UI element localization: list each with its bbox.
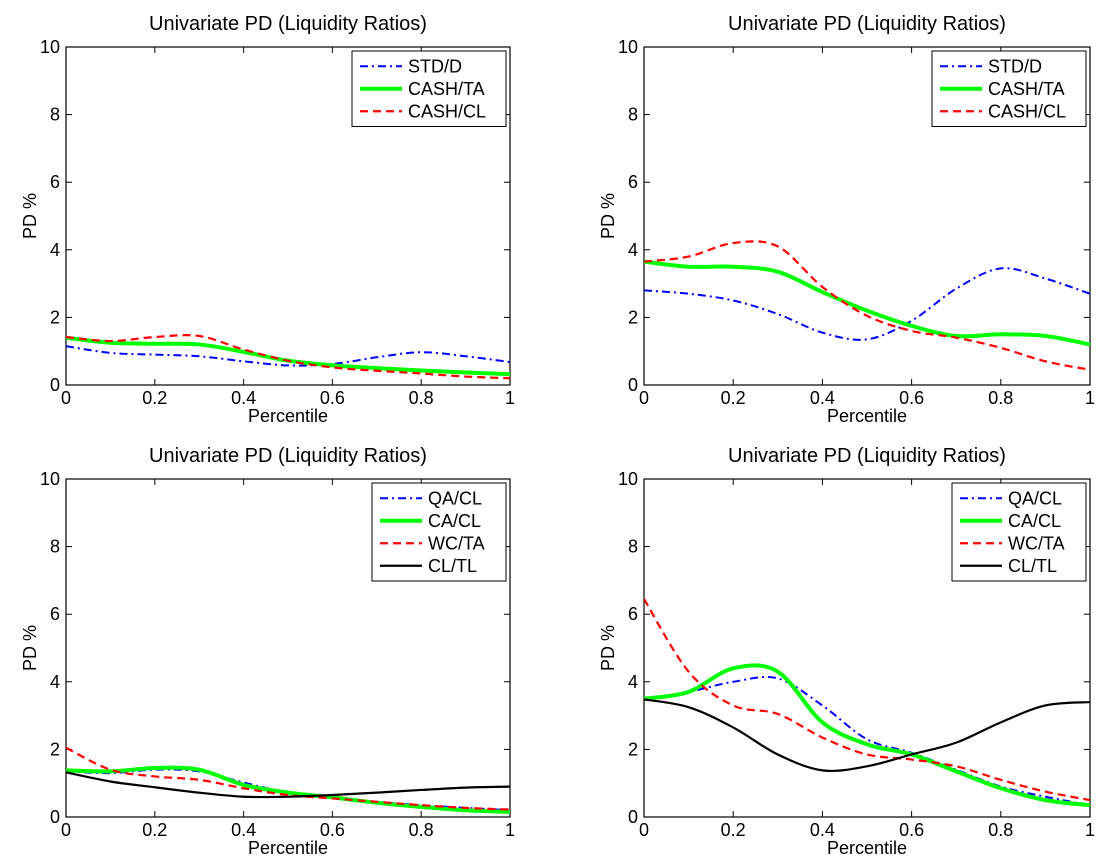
chart-title: Univariate PD (Liquidity Ratios) [728, 445, 1006, 467]
legend-entry: WC/TA [428, 533, 485, 553]
chart-title: Univariate PD (Liquidity Ratios) [149, 13, 427, 35]
y-tick-label: 4 [50, 240, 60, 260]
chart-title: Univariate PD (Liquidity Ratios) [149, 445, 427, 467]
legend-entry: CA/CL [1008, 511, 1061, 531]
legend-entry: CASH/CL [988, 101, 1066, 121]
x-axis-label: Percentile [248, 406, 328, 426]
series-line-wc-ta [644, 598, 1090, 802]
x-tick-label: 0.4 [231, 388, 256, 408]
legend-entry: CL/TL [1008, 556, 1057, 576]
y-tick-label: 4 [628, 240, 638, 260]
series-line-wc-ta [66, 746, 510, 811]
x-tick-label: 0.2 [721, 388, 746, 408]
x-tick-label: 0 [61, 388, 71, 408]
series-line-std-d [66, 345, 510, 367]
y-tick-label: 6 [628, 172, 638, 192]
y-axis-label: PD % [598, 625, 618, 671]
x-tick-label: 0.2 [721, 820, 746, 840]
chart-panel-3: Univariate PD (Liquidity Ratios) 0 0.2 0.4 0… [20, 445, 515, 858]
y-tick-label: 6 [50, 172, 60, 192]
y-tick-label: 8 [628, 537, 638, 557]
legend-entry: CASH/TA [988, 79, 1065, 99]
y-axis-label: PD % [20, 625, 40, 671]
x-tick-label: 0.8 [988, 820, 1013, 840]
x-tick-label: 0.4 [810, 388, 835, 408]
y-tick-label: 0 [628, 375, 638, 395]
legend-entry: STD/D [408, 56, 462, 76]
x-axis-label: Percentile [827, 406, 907, 426]
x-tick-label: 0.2 [142, 388, 167, 408]
series-line-ca-cl [644, 663, 1090, 808]
y-tick-label: 10 [618, 37, 638, 57]
legend-entry: CASH/TA [408, 79, 485, 99]
y-tick-label: 6 [628, 604, 638, 624]
y-tick-label: 10 [40, 469, 60, 489]
x-tick-label: 0.6 [899, 820, 924, 840]
y-axis-label: PD % [20, 193, 40, 239]
x-tick-label: 1 [1085, 820, 1095, 840]
y-tick-label: 2 [50, 307, 60, 327]
y-tick-label: 2 [628, 307, 638, 327]
x-tick-label: 0 [639, 388, 649, 408]
y-tick-label: 8 [50, 105, 60, 125]
y-tick-label: 4 [50, 672, 60, 692]
x-tick-label: 0 [61, 820, 71, 840]
x-tick-label: 0.8 [409, 388, 434, 408]
y-tick-label: 0 [50, 375, 60, 395]
x-tick-label: 0.6 [320, 820, 345, 840]
legend-entry: CL/TL [428, 556, 477, 576]
chart-title: Univariate PD (Liquidity Ratios) [728, 13, 1006, 35]
legend-entry: STD/D [988, 56, 1042, 76]
y-tick-label: 2 [50, 739, 60, 759]
x-tick-label: 0.4 [231, 820, 256, 840]
legend-entry: QA/CL [428, 488, 482, 508]
legend-entry: QA/CL [1008, 488, 1062, 508]
series-line-cash-cl [66, 334, 510, 380]
x-tick-label: 0.4 [810, 820, 835, 840]
legend-entry: WC/TA [1008, 533, 1065, 553]
series-line-std-d [644, 267, 1090, 341]
x-tick-label: 0.8 [409, 820, 434, 840]
series-line-qa-cl [644, 675, 1090, 807]
x-tick-label: 0.8 [988, 388, 1013, 408]
y-tick-label: 8 [50, 537, 60, 557]
x-tick-label: 0.2 [142, 820, 167, 840]
x-tick-label: 0.6 [320, 388, 345, 408]
x-tick-label: 1 [505, 388, 515, 408]
y-tick-label: 6 [50, 604, 60, 624]
x-tick-label: 0.6 [899, 388, 924, 408]
x-tick-label: 1 [505, 820, 515, 840]
x-axis-label: Percentile [827, 838, 907, 858]
x-axis-label: Percentile [248, 838, 328, 858]
y-axis-label: PD % [598, 193, 618, 239]
y-tick-label: 10 [618, 469, 638, 489]
y-tick-label: 8 [628, 105, 638, 125]
chart-panel-1: Univariate PD (Liquidity Ratios) 0 0.2 0.4 0… [20, 13, 515, 426]
series-line-cl-tl [644, 698, 1090, 773]
y-tick-label: 4 [628, 672, 638, 692]
x-tick-label: 1 [1085, 388, 1095, 408]
legend-entry: CASH/CL [408, 101, 486, 121]
chart-panel-2: Univariate PD (Liquidity Ratios) 0 0.2 0.4 0… [598, 13, 1095, 426]
series-line-cash-ta [644, 259, 1090, 347]
series-line-cash-cl [644, 240, 1090, 371]
y-tick-label: 0 [628, 807, 638, 827]
series-line-cl-tl [66, 771, 510, 799]
series-line-ca-cl [66, 765, 510, 814]
x-tick-label: 0 [639, 820, 649, 840]
y-tick-label: 0 [50, 807, 60, 827]
chart-panel-4: Univariate PD (Liquidity Ratios) 0 0.2 0.4 0… [598, 445, 1095, 858]
y-tick-label: 2 [628, 739, 638, 759]
legend-entry: CA/CL [428, 511, 481, 531]
y-tick-label: 10 [40, 37, 60, 57]
